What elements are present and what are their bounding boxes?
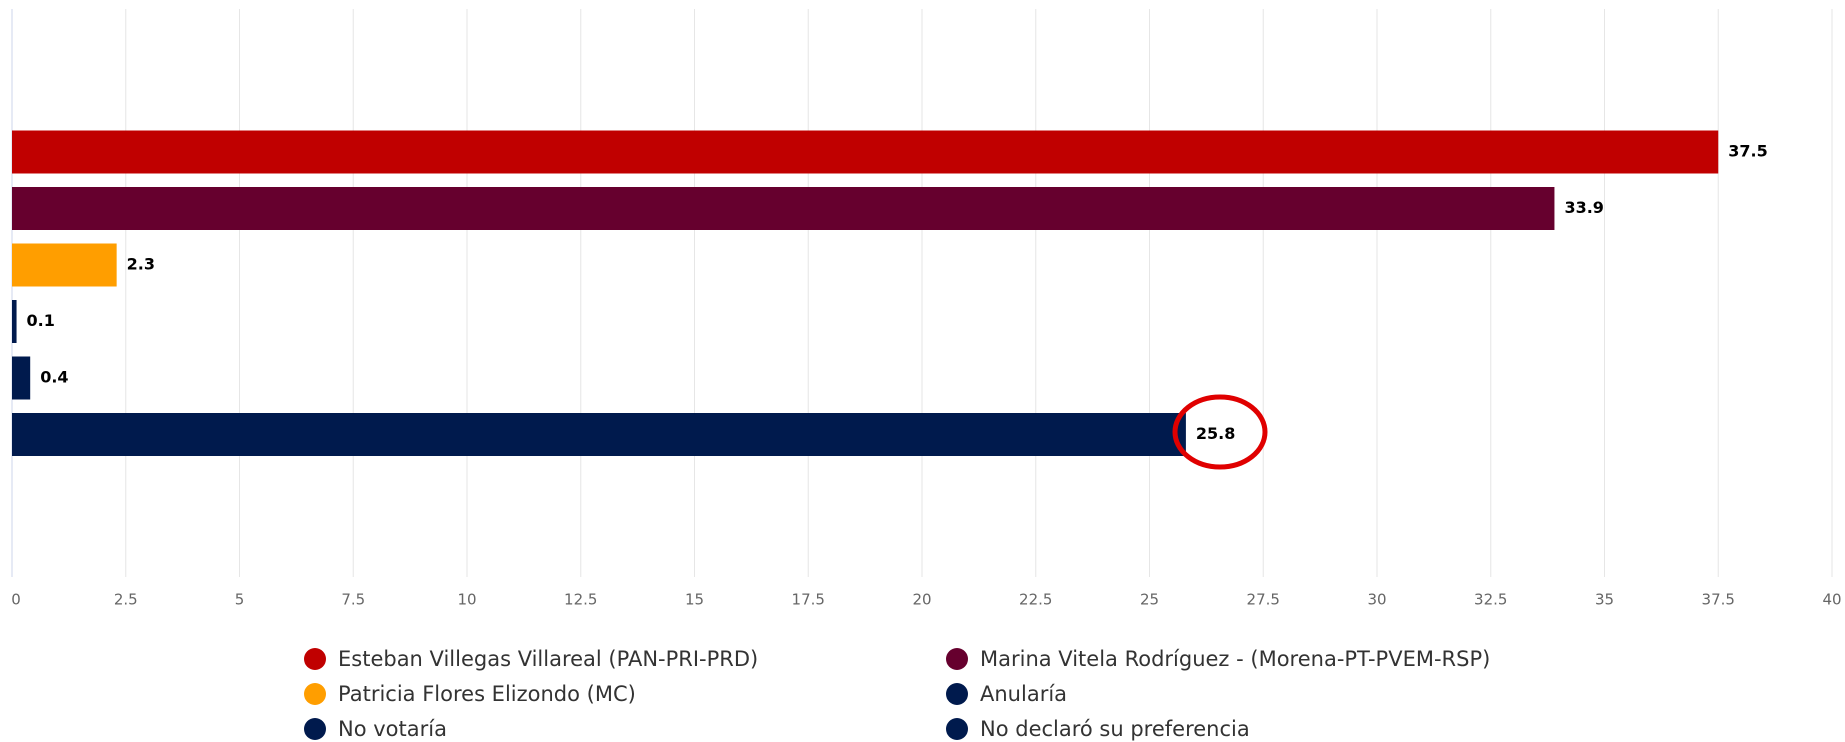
value-label: 33.9	[1564, 198, 1603, 217]
x-tick-label: 25	[1140, 591, 1159, 609]
bar	[12, 413, 1186, 456]
x-tick-label: 7.5	[341, 591, 365, 609]
x-tick-label: 15	[685, 591, 704, 609]
legend-marker	[304, 718, 326, 740]
legend-label: Patricia Flores Elizondo (MC)	[338, 682, 636, 706]
bar	[12, 187, 1555, 230]
x-tick-label: 10	[457, 591, 476, 609]
x-tick-label: 5	[235, 591, 245, 609]
x-tick-label: 12.5	[564, 591, 597, 609]
x-tick-label: 37.5	[1702, 591, 1735, 609]
bar	[12, 130, 1719, 174]
highlight-circle	[1172, 394, 1268, 470]
bar	[12, 356, 31, 400]
value-label: 37.5	[1728, 142, 1767, 161]
legend-marker	[946, 683, 968, 705]
x-tick-label: 35	[1595, 591, 1614, 609]
value-label: 0.1	[27, 311, 55, 330]
x-tick-label: 30	[1367, 591, 1386, 609]
x-tick-label: 32.5	[1474, 591, 1507, 609]
legend-label: Marina Vitela Rodríguez - (Morena-PT-PVE…	[980, 647, 1490, 671]
legend-marker	[304, 648, 326, 670]
x-tick-label: 2.5	[114, 591, 138, 609]
x-tick-label: 20	[912, 591, 931, 609]
value-label: 0.4	[40, 368, 68, 387]
value-label: 25.8	[1196, 424, 1235, 443]
x-tick-label: 40	[1822, 591, 1841, 609]
x-tick-label: 27.5	[1247, 591, 1280, 609]
legend-label: No declaró su preferencia	[980, 717, 1250, 741]
x-tick-label: 0	[11, 591, 21, 609]
x-tick-label: 17.5	[792, 591, 825, 609]
bar	[12, 243, 117, 287]
x-tick-label: 22.5	[1019, 591, 1052, 609]
legend-label: Esteban Villegas Villareal (PAN-PRI-PRD)	[338, 647, 758, 671]
bar	[12, 300, 17, 343]
legend-marker	[946, 718, 968, 740]
value-label: 2.3	[127, 255, 155, 274]
legend-label: Anularía	[980, 682, 1067, 706]
legend-marker	[304, 683, 326, 705]
legend-label: No votaría	[338, 717, 447, 741]
legend-marker	[946, 648, 968, 670]
